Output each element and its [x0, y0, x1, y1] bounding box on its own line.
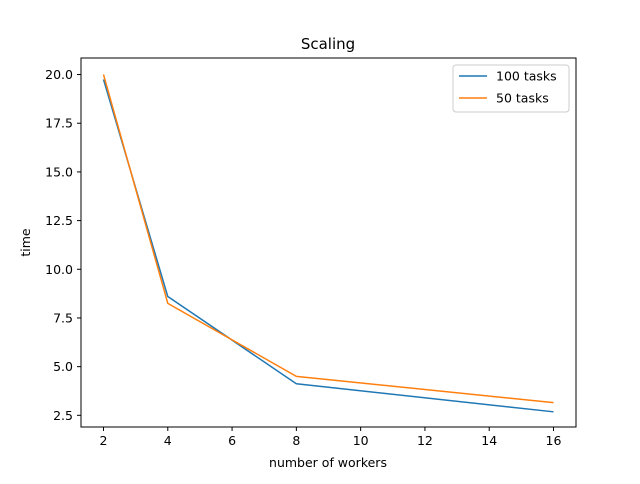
y-tick-label: 7.5 — [53, 310, 73, 325]
x-tick-label: 4 — [164, 433, 172, 448]
legend: 100 tasks 50 tasks — [452, 64, 570, 113]
plot-frame — [80, 57, 577, 428]
plot-area — [102, 74, 554, 413]
x-axis-label: number of workers — [269, 455, 387, 470]
y-tick-label: 15.0 — [45, 164, 73, 179]
y-axis-label: time — [18, 228, 33, 257]
legend-label-100-tasks: 100 tasks — [496, 69, 557, 84]
x-tick-label: 6 — [228, 433, 236, 448]
x-tick-label: 10 — [353, 433, 369, 448]
y-tick-label: 2.5 — [53, 408, 73, 423]
x-tick-label: 16 — [546, 433, 562, 448]
x-tick-label: 14 — [481, 433, 497, 448]
y-tick-label: 5.0 — [53, 359, 73, 374]
chart-title: Scaling — [301, 35, 355, 53]
y-axis: 2.5 5.0 7.5 10.0 12.5 15.0 17.5 20.0 — [45, 67, 81, 423]
x-tick-label: 2 — [100, 433, 108, 448]
x-axis: 2 4 6 8 10 12 14 16 — [100, 427, 562, 448]
x-tick-label: 8 — [292, 433, 300, 448]
x-tick-label: 12 — [417, 433, 433, 448]
y-tick-label: 20.0 — [45, 67, 73, 82]
y-tick-label: 10.0 — [45, 262, 73, 277]
series-line-50-tasks — [102, 74, 554, 404]
legend-label-50-tasks: 50 tasks — [496, 91, 549, 106]
y-tick-label: 12.5 — [45, 213, 73, 228]
y-tick-label: 17.5 — [45, 116, 73, 131]
